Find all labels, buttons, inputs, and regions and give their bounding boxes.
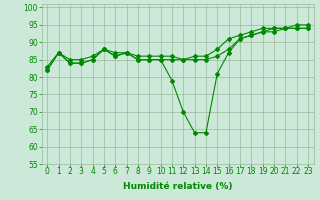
X-axis label: Humidité relative (%): Humidité relative (%) bbox=[123, 182, 232, 191]
